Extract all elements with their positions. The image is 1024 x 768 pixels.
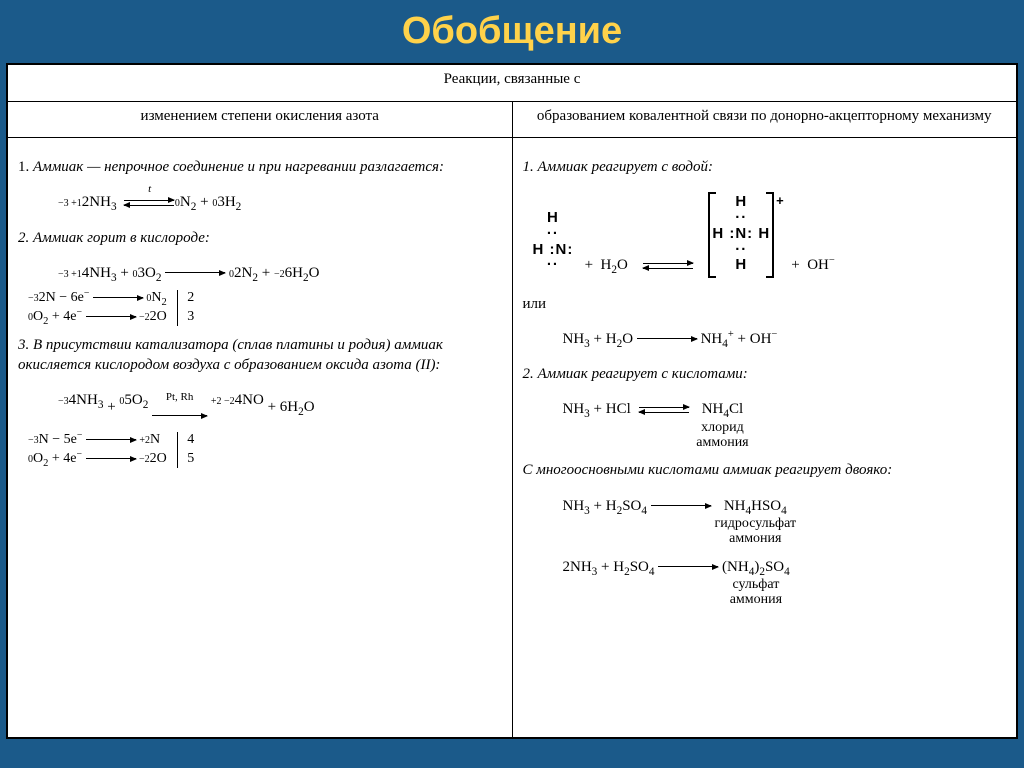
slide-title: Обобщение (6, 10, 1018, 53)
product-label: аммония (696, 435, 748, 450)
left-p1-num: 1. (18, 159, 33, 175)
coef: 3 (187, 308, 194, 327)
eq1-cond: t (148, 183, 151, 195)
right-eq1: NH3 + H2O NH4+ + OH− (563, 329, 1007, 349)
product-label: аммония (722, 592, 790, 607)
right-lewis: H ·· H :N: ·· + H2O H ·· (533, 192, 1007, 277)
right-eq2: NH3 + HCl NH4Cl хлорид аммония (563, 399, 1007, 450)
table-right-header: образованием ковалентной связи по донорн… (512, 101, 1017, 138)
table-top-header: Реакции, связанные с (8, 65, 1017, 102)
left-p1: 1. Аммиак — непрочное соединение и при н… (18, 157, 502, 177)
content-sheet: Реакции, связанные с изменением степени … (6, 63, 1018, 739)
os-label: −2 (139, 312, 150, 323)
eq3-cond: Pt, Rh (152, 390, 207, 405)
lewis-nh4: H ·· H :N: H ·· H (712, 194, 770, 273)
os-label: −3 (28, 435, 39, 446)
left-p1-text: Аммиак — непрочное соединение и при нагр… (33, 159, 444, 175)
right-eq4: 2NH3 + H2SO4 (NH4)2SO4 сульфат аммония (563, 557, 1007, 608)
right-p2: 2. Аммиак реагирует с кислотами: (523, 364, 1007, 384)
os-label: 0 (133, 269, 138, 280)
right-column: 1. Аммиак реагирует с водой: H ·· H :N: … (512, 138, 1017, 738)
product-label: сульфат (722, 577, 790, 592)
right-p3: С многоосновными кислотами аммиак реагир… (523, 460, 1007, 480)
left-halfreactions-2: −32N − 6e− 0N2 0O2 + 4e− −22O (28, 289, 502, 327)
os-label: −2 (139, 454, 150, 465)
right-p1: 1. Аммиак реагирует с водой: (523, 157, 1007, 177)
table-left-header: изменением степени окисления азота (8, 101, 513, 138)
left-halfreactions-3: −3N − 5e− +2N 0O2 + 4e− −22O (28, 431, 502, 469)
reactions-table: Реакции, связанные с изменением степени … (7, 64, 1017, 738)
os-label: −2 (274, 269, 285, 280)
os-label: −3 +1 (58, 269, 82, 280)
os-label: −3 (28, 293, 39, 304)
coef: 4 (187, 431, 194, 450)
left-eq1: −3 +12NH3 t 0N2 + 03H2 (58, 192, 502, 212)
os-label: +2 (139, 435, 150, 446)
right-or: или (523, 294, 1007, 314)
left-eq2: −3 +14NH3 + 03O2 02N2 + −26H2O (58, 263, 502, 283)
slide: Обобщение Реакции, связанные с изменение… (0, 0, 1024, 768)
product-label: гидросульфат (715, 516, 797, 531)
product-label: аммония (715, 531, 797, 546)
os-label: −3 +1 (58, 198, 82, 209)
lewis-nh3: H ·· H :N: ·· (533, 210, 574, 273)
left-p2: 2. Аммиак горит в кислороде: (18, 228, 502, 248)
os-label: −3 (58, 396, 69, 407)
right-eq3: NH3 + H2SO4 NH4HSO4 гидросульфат аммония (563, 496, 1007, 547)
product-label: хлорид (696, 420, 748, 435)
os-label: +2 −2 (211, 396, 235, 407)
coef: 2 (187, 289, 194, 308)
left-column: 1. Аммиак — непрочное соединение и при н… (8, 138, 513, 738)
left-eq3: −34NH3 + 05O2 Pt, Rh +2 −24NO + 6H2O (58, 390, 502, 425)
left-p3: 3. В присутствии катализатора (сплав пла… (18, 335, 502, 376)
coef: 5 (187, 450, 194, 469)
